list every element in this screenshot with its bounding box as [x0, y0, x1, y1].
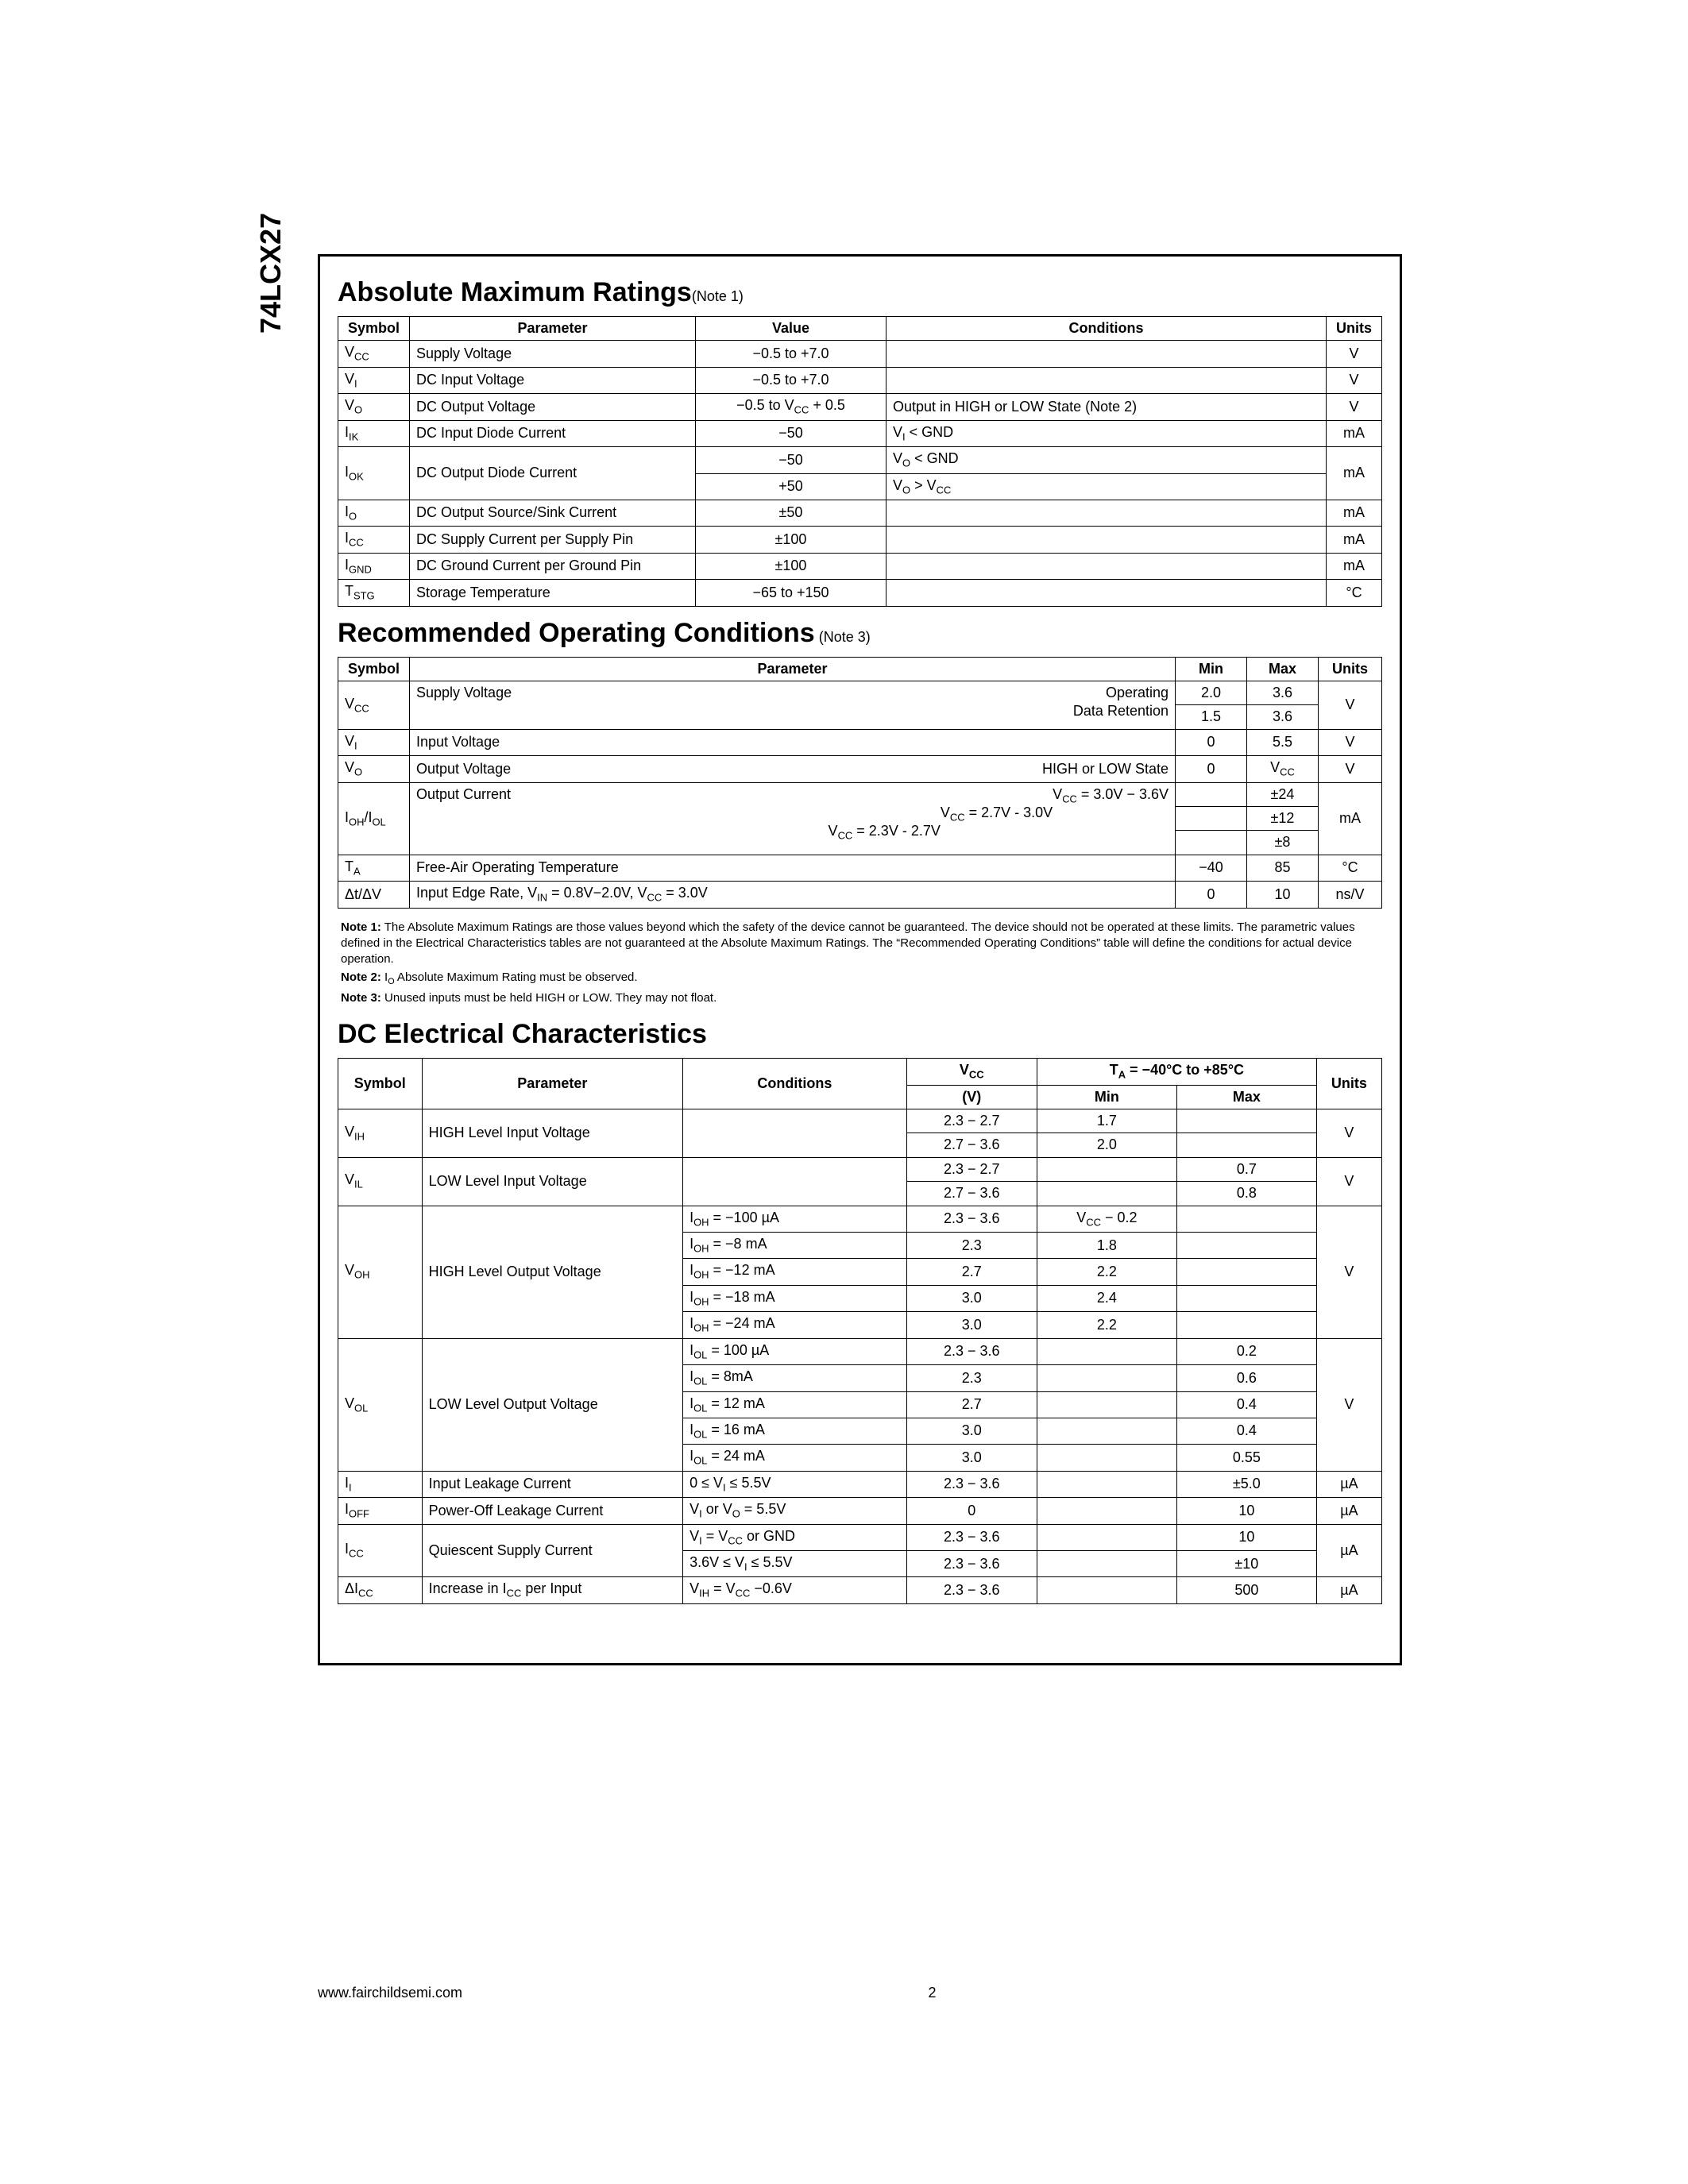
amr-title: Absolute Maximum Ratings(Note 1) — [338, 277, 1382, 308]
note1-text: The Absolute Maximum Ratings are those v… — [341, 920, 1355, 967]
note1-label: Note 1: — [341, 920, 381, 934]
notes-block: Note 1: The Absolute Maximum Ratings are… — [341, 920, 1382, 1007]
content-frame: Absolute Maximum Ratings(Note 1) SymbolP… — [318, 254, 1402, 1665]
roc-table: SymbolParameterMinMaxUnitsVCCSupply Volt… — [338, 657, 1382, 909]
amr-title-text: Absolute Maximum Ratings — [338, 277, 692, 307]
note2-text: IO Absolute Maximum Rating must be obser… — [384, 970, 638, 984]
footer-page: 2 — [318, 1985, 1402, 2001]
note2-label: Note 2: — [341, 970, 381, 984]
footer-url: www.fairchildsemi.com — [318, 1985, 462, 2001]
roc-title-note: (Note 3) — [815, 629, 871, 645]
page-footer: www.fairchildsemi.com 2 — [318, 1985, 1402, 2001]
datasheet-page: 74LCX27 Absolute Maximum Ratings(Note 1)… — [0, 0, 1688, 2184]
note3-label: Note 3: — [341, 991, 381, 1005]
roc-title-text: Recommended Operating Conditions — [338, 618, 815, 648]
roc-title: Recommended Operating Conditions (Note 3… — [338, 618, 1382, 649]
amr-table: SymbolParameterValueConditionsUnitsVCCSu… — [338, 316, 1382, 607]
part-number-label: 74LCX27 — [254, 213, 288, 334]
dc-title: DC Electrical Characteristics — [338, 1019, 1382, 1050]
amr-title-note: (Note 1) — [692, 288, 744, 304]
dc-table: SymbolParameterConditionsVCCTA = −40°C t… — [338, 1058, 1382, 1604]
note3-text: Unused inputs must be held HIGH or LOW. … — [384, 991, 717, 1005]
